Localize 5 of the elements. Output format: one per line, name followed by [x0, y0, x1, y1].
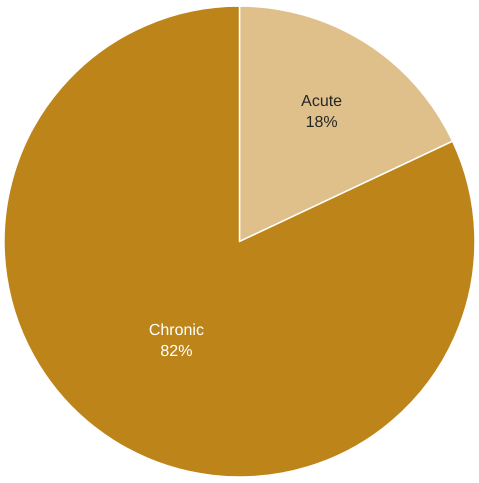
slice-label: Acute: [301, 93, 342, 110]
data-label: 18%: [306, 114, 338, 131]
slice-label: Chronic: [148, 322, 204, 340]
pie-slice: [3, 5, 476, 478]
data-label: 82%: [160, 342, 192, 360]
